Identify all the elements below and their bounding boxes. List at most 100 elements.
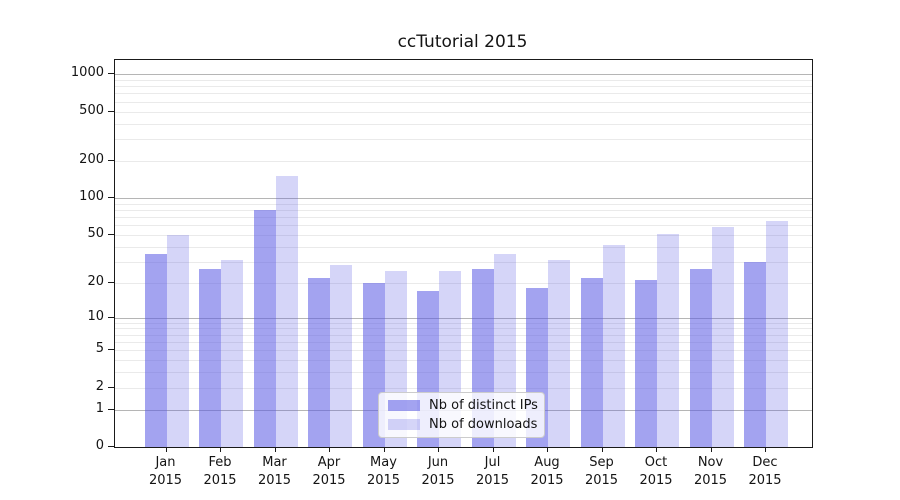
- x-tick-label: Jun 2015: [406, 454, 470, 490]
- x-tick-label: Feb 2015: [188, 454, 252, 490]
- gridline-major: [115, 74, 812, 76]
- x-tick-label-line: Aug: [534, 455, 560, 470]
- y-tick-label: 5: [95, 341, 104, 357]
- x-tick-label: Nov 2015: [679, 454, 743, 490]
- legend-label-downloads: Nb of downloads: [429, 417, 538, 432]
- x-tick-label-line: 2015: [312, 473, 346, 489]
- x-tick-label: Sep 2015: [570, 454, 634, 490]
- plot-area: [114, 59, 813, 448]
- y-tick-mark: [108, 316, 114, 318]
- bar-distinct-ips: [744, 261, 766, 447]
- gridline-minor: [115, 123, 812, 125]
- gridline-minor: [115, 328, 812, 330]
- x-tick-label-line: Feb: [208, 455, 232, 470]
- gridline-minor: [115, 234, 812, 236]
- legend-label-distinct-ips: Nb of distinct IPs: [429, 398, 538, 413]
- y-tick-mark: [108, 349, 114, 351]
- gridline-minor: [115, 86, 812, 88]
- x-tick-label-line: Dec: [752, 455, 778, 470]
- x-tick-mark: [220, 447, 221, 452]
- x-tick-label-line: 2015: [203, 473, 237, 489]
- x-tick-label-line: 2015: [421, 473, 455, 489]
- legend-item-downloads: Nb of downloads: [388, 417, 544, 432]
- x-tick-label-line: 2015: [148, 473, 183, 489]
- gridline-minor: [115, 217, 812, 218]
- x-tick-label-line: 2015: [748, 473, 782, 489]
- gridline-minor: [115, 261, 812, 263]
- gridline-minor: [115, 246, 812, 248]
- gridline-minor: [115, 282, 812, 284]
- gridline-minor: [115, 350, 812, 352]
- x-tick-label-line: Mar: [262, 455, 287, 470]
- x-tick-mark: [547, 447, 548, 452]
- bar-downloads: [766, 220, 788, 447]
- x-tick-mark: [710, 447, 712, 452]
- bar-distinct-ips: [635, 280, 657, 447]
- x-tick-label: Jan 2015: [134, 454, 198, 490]
- y-tick-label: 500: [79, 102, 104, 118]
- x-tick-label-line: 2015: [257, 473, 292, 489]
- bar-downloads: [657, 233, 679, 447]
- x-tick-label: Mar 2015: [243, 454, 307, 490]
- x-tick-label-line: Jan: [155, 455, 176, 470]
- x-tick-mark: [765, 447, 766, 452]
- y-tick-mark: [108, 159, 114, 161]
- y-tick-label: 1000: [70, 65, 104, 81]
- x-tick-label: May 2015: [352, 454, 416, 490]
- legend-item-distinct-ips: Nb of distinct IPs: [388, 398, 544, 413]
- y-tick-mark: [108, 233, 114, 235]
- bar-downloads: [602, 245, 625, 447]
- gridline-minor: [115, 225, 812, 227]
- y-tick-mark: [108, 386, 114, 388]
- x-tick-mark: [383, 447, 385, 452]
- legend-swatch-downloads: [388, 419, 420, 430]
- gridline-minor: [115, 387, 812, 389]
- x-tick-mark: [492, 447, 494, 452]
- gridline-major: [115, 197, 812, 199]
- gridline-minor: [115, 342, 812, 343]
- x-tick-label-line: 2015: [584, 473, 619, 489]
- bar-downloads: [275, 176, 298, 447]
- y-tick-mark: [108, 110, 114, 112]
- gridline-minor: [115, 93, 812, 95]
- x-tick-mark: [601, 447, 603, 452]
- x-tick-label-line: May: [370, 455, 397, 470]
- bar-downloads: [330, 265, 352, 447]
- x-tick-mark: [274, 447, 276, 452]
- x-tick-label-line: Nov: [697, 455, 724, 470]
- bar-distinct-ips: [689, 269, 712, 447]
- x-tick-label-line: Oct: [644, 455, 668, 470]
- x-tick-label: Apr 2015: [297, 454, 361, 490]
- x-tick-mark: [438, 447, 439, 452]
- x-tick-mark: [329, 447, 330, 452]
- x-tick-mark: [165, 447, 167, 452]
- y-tick-mark: [108, 281, 114, 283]
- x-tick-label: Dec 2015: [733, 454, 797, 490]
- x-tick-label-line: 2015: [693, 473, 728, 489]
- x-tick-label-line: Sep: [589, 455, 614, 470]
- bar-distinct-ips: [308, 277, 330, 447]
- y-tick-label: 200: [79, 151, 104, 167]
- gridline-minor: [115, 79, 812, 81]
- bar-distinct-ips: [199, 269, 221, 447]
- bar-downloads: [221, 260, 243, 447]
- x-tick-mark: [656, 447, 657, 452]
- x-tick-label: Jul 2015: [461, 454, 525, 490]
- bar-downloads: [166, 234, 189, 447]
- y-tick-label: 100: [79, 188, 104, 204]
- gridline-minor: [115, 360, 812, 362]
- y-tick-label: 0: [95, 438, 104, 453]
- gridline-minor: [115, 160, 812, 162]
- bar-distinct-ips: [253, 209, 276, 447]
- bar-distinct-ips: [580, 277, 603, 447]
- x-tick-label-line: Apr: [317, 455, 341, 470]
- x-tick-label-line: 2015: [639, 473, 673, 489]
- y-tick-label: 1: [95, 400, 104, 416]
- x-tick-label: Aug 2015: [515, 454, 579, 490]
- y-tick-label: 10: [87, 308, 104, 324]
- gridline-minor: [115, 209, 812, 211]
- legend: Nb of distinct IPs Nb of downloads: [378, 392, 545, 438]
- bar-downloads: [711, 226, 734, 447]
- y-tick-mark: [108, 446, 114, 447]
